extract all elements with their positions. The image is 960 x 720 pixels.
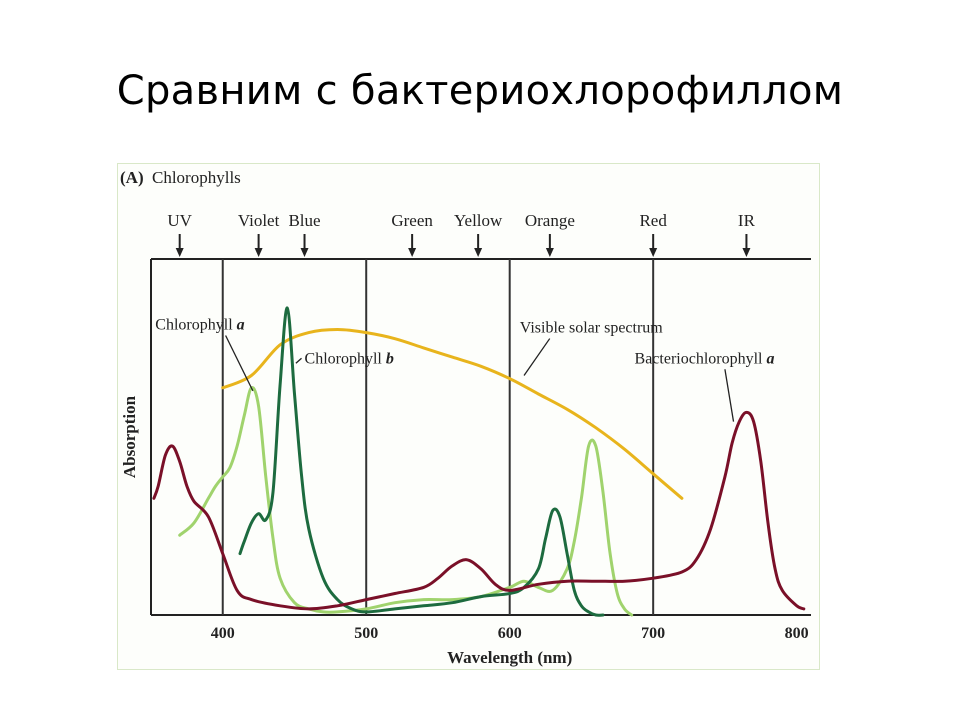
series-line-bacteriochlorophyll-a <box>152 410 806 611</box>
pointer-visible-solar-spectrum <box>523 338 551 376</box>
band-arrow-head-red <box>649 248 658 257</box>
band-label-green: Green <box>391 211 433 230</box>
pointer-chlorophyll-b <box>295 357 302 364</box>
series-line-chlorophyll-b <box>238 306 605 617</box>
band-arrow-head-orange <box>545 248 554 257</box>
series-label-bacteriochlorophyll-a: Bacteriochlorophyll a <box>635 350 775 367</box>
band-arrow-head-ir <box>742 248 751 257</box>
x-tick-label-600: 600 <box>498 625 522 642</box>
band-arrow-head-blue <box>300 248 309 257</box>
absorption-chart: (A) Chlorophylls UV Violet Blue Green Yellow Or… <box>120 168 811 667</box>
band-label-yellow: Yellow <box>454 211 503 230</box>
band-arrow-head-yellow <box>474 248 483 257</box>
band-label-orange: Orange <box>525 211 575 230</box>
x-tick-label-800: 800 <box>785 625 809 642</box>
band-label-uv: UV <box>167 211 192 230</box>
x-tick-label-400: 400 <box>211 625 235 642</box>
chart-title: Chlorophylls <box>152 168 241 187</box>
series-label-chlorophyll-b: Chlorophyll b <box>305 350 394 367</box>
slide-title: Сравним с бактериохлорофиллом <box>116 68 844 114</box>
y-axis-label: Absorption <box>120 395 139 478</box>
absorption-spectrum-figure: (A) Chlorophylls UV Violet Blue Green Yellow Or… <box>117 163 820 670</box>
pointer-chlorophyll-a <box>225 335 254 392</box>
x-tick-label-700: 700 <box>641 625 665 642</box>
band-label-violet: Violet <box>238 211 280 230</box>
band-label-red: Red <box>639 211 667 230</box>
band-label-ir: IR <box>738 211 756 230</box>
x-axis-label: Wavelength (nm) <box>447 648 572 667</box>
panel-label: (A) <box>120 168 144 187</box>
pointer-bacteriochlorophyll-a <box>724 369 735 422</box>
series-line-visible-solar-spectrum <box>221 328 684 500</box>
band-arrow-head-uv <box>175 248 184 257</box>
series-label-chlorophyll-a: Chlorophyll a <box>155 316 244 333</box>
series-label-visible-solar-spectrum: Visible solar spectrum <box>520 320 664 337</box>
band-arrow-head-green <box>408 248 417 257</box>
band-arrow-head-violet <box>254 248 263 257</box>
x-tick-label-500: 500 <box>354 625 378 642</box>
band-label-blue: Blue <box>288 211 320 230</box>
series-line-chlorophyll-a <box>178 386 634 617</box>
